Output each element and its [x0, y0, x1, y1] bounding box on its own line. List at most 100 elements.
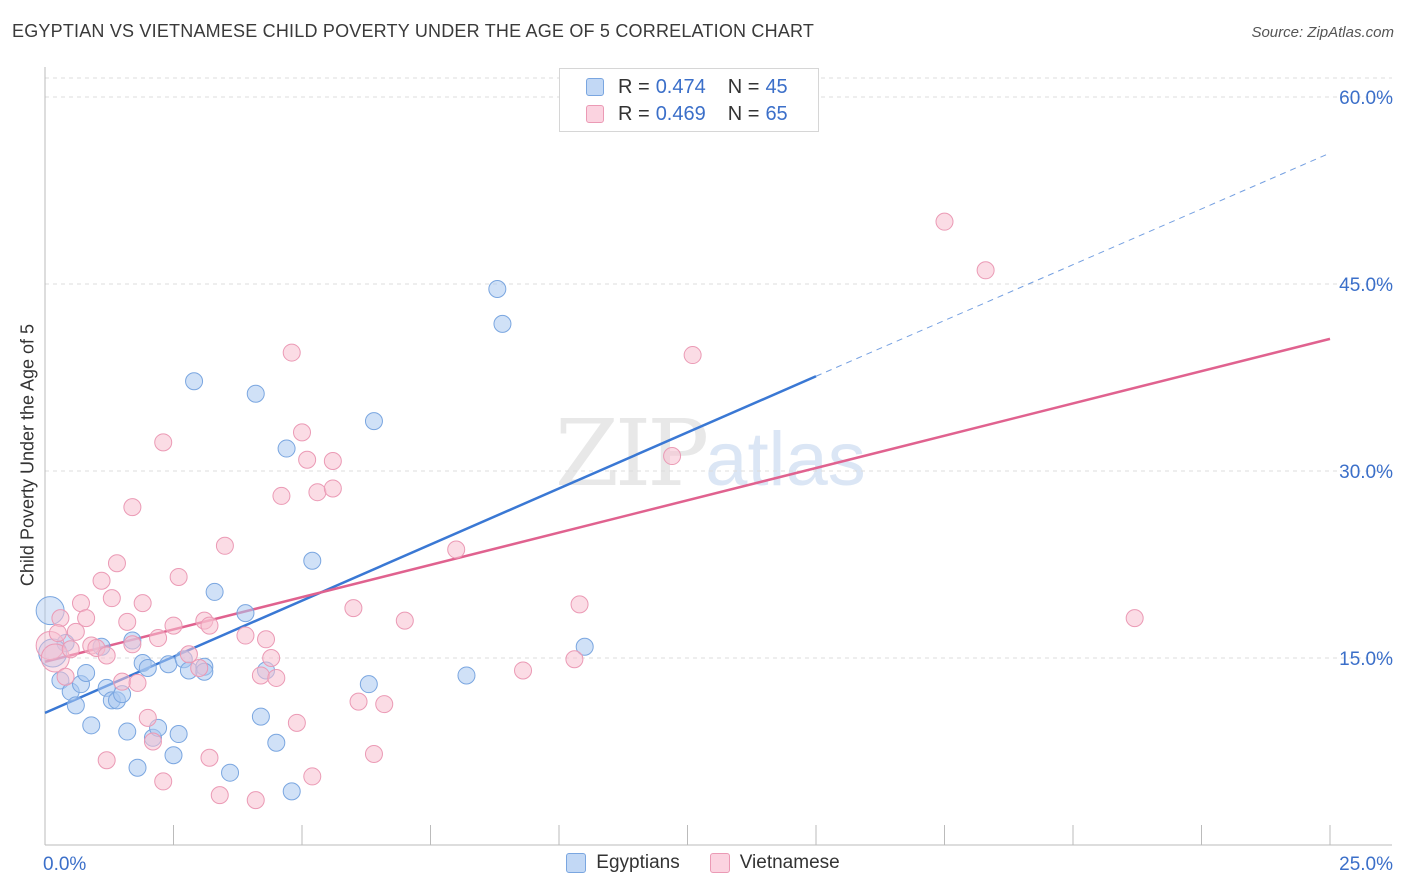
legend-n-label: N =	[727, 102, 760, 125]
point-vietnamese	[179, 645, 198, 664]
point-vietnamese	[395, 611, 414, 630]
point-vietnamese	[92, 571, 111, 590]
point-vietnamese	[56, 667, 75, 686]
point-egyptians	[251, 707, 270, 726]
point-egyptians	[138, 658, 157, 677]
point-vietnamese	[51, 609, 70, 628]
legend-item-vietnamese[interactable]: Vietnamese	[709, 852, 840, 874]
point-vietnamese	[935, 212, 954, 231]
point-vietnamese	[976, 261, 995, 280]
point-vietnamese	[210, 786, 229, 805]
legend-n-value: 45	[765, 75, 788, 98]
point-vietnamese	[154, 433, 173, 452]
point-egyptians	[205, 582, 224, 601]
point-egyptians	[457, 666, 476, 685]
point-egyptians	[159, 655, 178, 674]
legend-swatch-vietnamese	[709, 853, 730, 873]
point-vietnamese	[143, 732, 162, 751]
legend-r-label: R =	[618, 102, 650, 125]
point-vietnamese	[169, 567, 188, 586]
point-vietnamese	[303, 767, 322, 786]
point-egyptians	[277, 439, 296, 458]
trend-extension-egyptians	[815, 152, 1331, 377]
point-vietnamese	[323, 452, 342, 471]
point-vietnamese	[272, 486, 291, 505]
point-egyptians	[267, 733, 286, 752]
point-vietnamese	[447, 540, 466, 559]
x-tick-label: 0.0%	[43, 854, 86, 875]
point-egyptians	[488, 279, 507, 298]
point-vietnamese	[565, 650, 584, 669]
point-egyptians	[164, 746, 183, 765]
point-vietnamese	[97, 646, 116, 665]
y-tick-label: 30.0%	[1339, 462, 1393, 483]
watermark-zip: ZIP	[555, 400, 709, 507]
point-vietnamese	[107, 554, 126, 573]
point-vietnamese	[267, 668, 286, 687]
series-legend: Egyptians Vietnamese	[0, 852, 1406, 874]
point-vietnamese	[364, 744, 383, 763]
point-vietnamese	[200, 616, 219, 635]
point-egyptians	[169, 725, 188, 744]
point-vietnamese	[48, 624, 67, 643]
point-vietnamese	[113, 672, 132, 691]
chart-title: EGYPTIAN VS VIETNAMESE CHILD POVERTY UND…	[12, 21, 815, 41]
tick-labels: 15.0% 30.0% 45.0% 60.0% 0.0% 25.0%	[43, 88, 1393, 875]
x-tick-label: 25.0%	[1339, 854, 1393, 875]
point-egyptians	[236, 604, 255, 623]
point-vietnamese	[66, 622, 85, 641]
point-vietnamese	[262, 649, 281, 667]
stats-legend: R = 0.474 N = 45 R = 0.469 N = 65	[559, 68, 819, 132]
trend-lines	[44, 152, 1331, 714]
legend-item-egyptians[interactable]: Egyptians	[566, 852, 680, 874]
watermark: ZIPatlas	[555, 400, 866, 507]
y-tick-label: 45.0%	[1339, 275, 1393, 296]
axes	[44, 67, 1392, 846]
point-egyptians	[493, 314, 512, 333]
legend-n-label: N =	[727, 75, 760, 98]
point-egyptians	[221, 763, 240, 782]
point-vietnamese	[164, 616, 183, 635]
data-points	[35, 212, 1144, 810]
point-vietnamese	[298, 450, 317, 469]
trend-line-vietnamese	[44, 337, 1331, 663]
point-egyptians	[82, 716, 101, 735]
legend-r-value: 0.469	[655, 102, 706, 125]
point-vietnamese	[257, 630, 276, 649]
point-egyptians	[77, 663, 96, 682]
legend-r-label: R =	[618, 75, 650, 98]
legend-n-value: 65	[765, 102, 788, 125]
legend-swatch-egyptians	[586, 78, 604, 96]
point-vietnamese	[236, 626, 255, 645]
point-vietnamese	[71, 594, 90, 613]
y-tick-label: 60.0%	[1339, 88, 1393, 109]
point-vietnamese	[61, 640, 80, 659]
point-egyptians	[185, 372, 204, 391]
point-vietnamese	[97, 751, 116, 770]
point-egyptians	[282, 782, 301, 801]
point-vietnamese	[215, 536, 234, 555]
point-vietnamese	[138, 708, 157, 727]
legend-label-egyptians: Egyptians	[596, 852, 680, 873]
point-vietnamese	[349, 692, 368, 711]
point-egyptians	[118, 722, 137, 741]
y-tick-label: 15.0%	[1339, 649, 1393, 670]
point-vietnamese	[246, 791, 265, 810]
point-vietnamese	[102, 589, 121, 608]
point-vietnamese	[149, 629, 168, 648]
point-vietnamese	[190, 658, 209, 677]
point-vietnamese	[128, 673, 147, 692]
point-egyptians	[246, 384, 265, 403]
trend-line-egyptians	[44, 375, 817, 714]
point-vietnamese	[293, 423, 311, 442]
point-vietnamese	[1125, 609, 1144, 628]
point-vietnamese	[308, 483, 327, 502]
legend-row-vietnamese: R = 0.469 N = 65	[586, 101, 810, 127]
point-egyptians	[303, 551, 322, 570]
point-vietnamese	[570, 595, 589, 614]
point-egyptians	[575, 637, 594, 656]
point-vietnamese	[344, 599, 363, 618]
legend-r-value: 0.474	[655, 75, 706, 98]
legend-swatch-egyptians	[566, 853, 587, 873]
legend-swatch-vietnamese	[586, 105, 604, 123]
